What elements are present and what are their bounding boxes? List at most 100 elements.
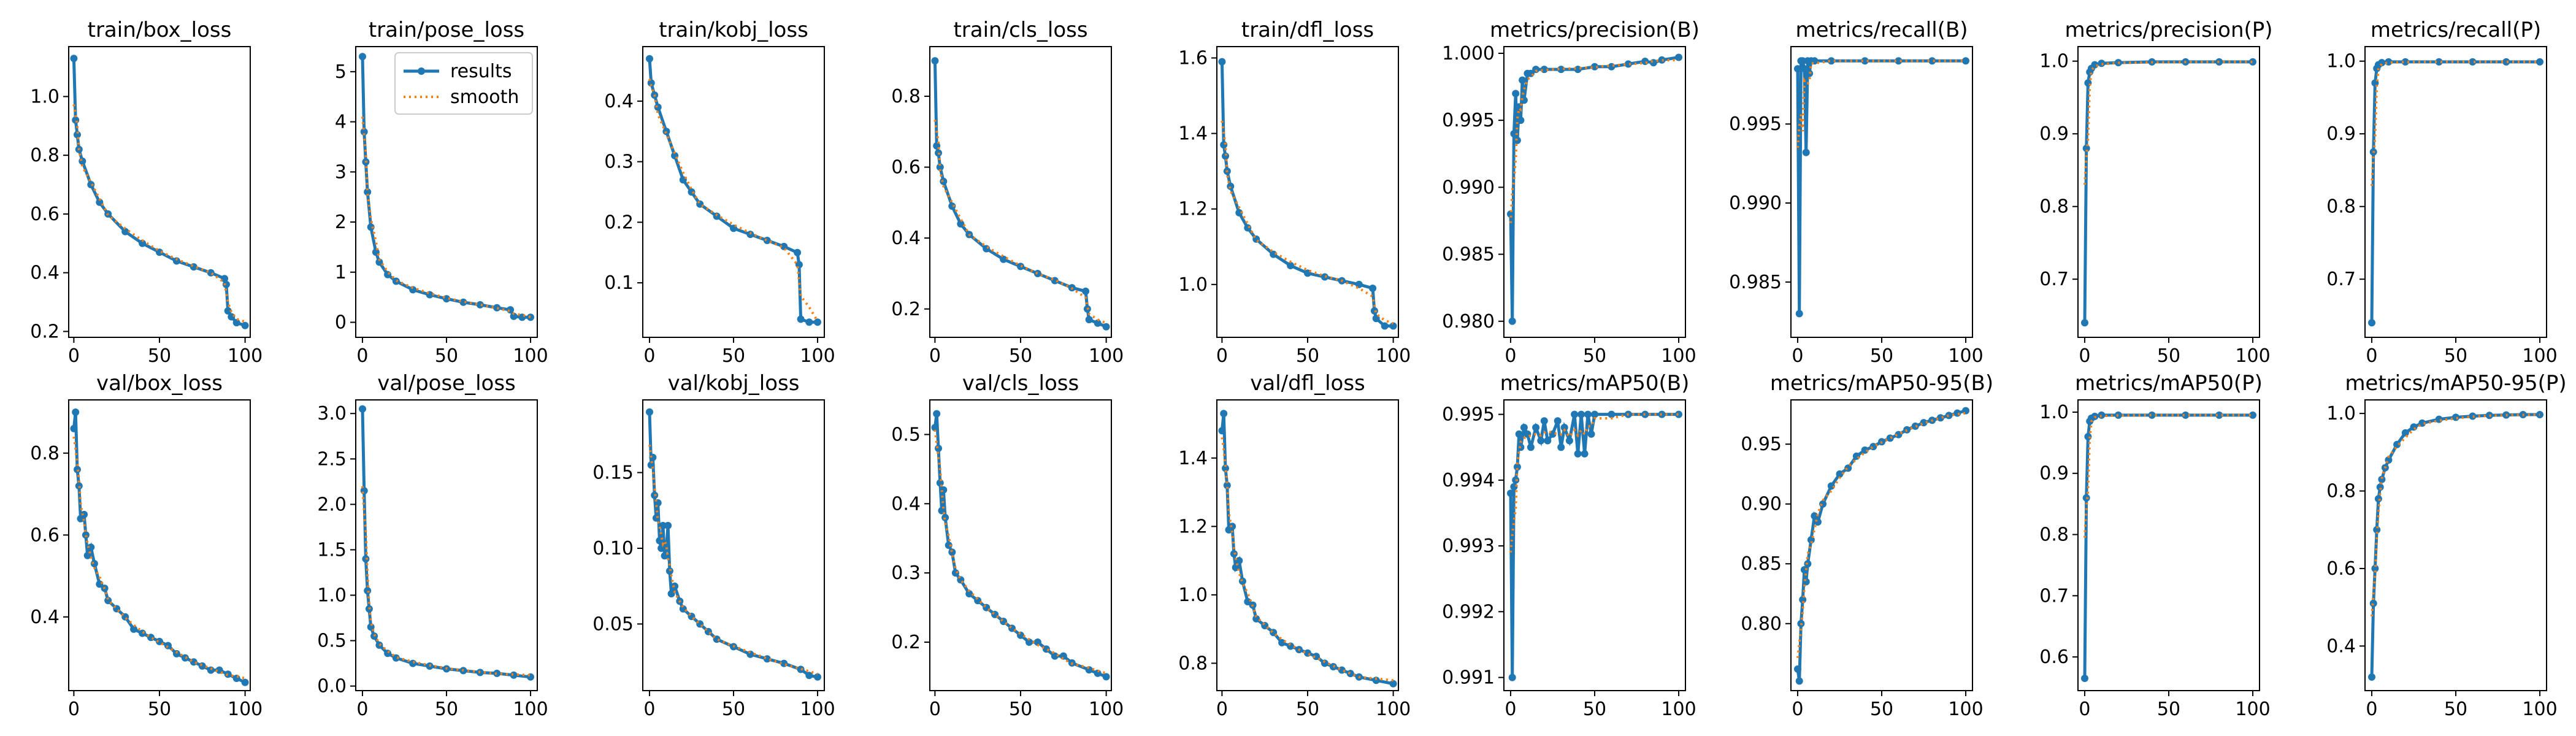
- results-point: [72, 408, 80, 416]
- results-point: [2418, 419, 2426, 427]
- results-point: [688, 188, 696, 196]
- results-point: [1222, 464, 1229, 472]
- x-tick-label: 0: [356, 345, 368, 367]
- results-point: [241, 321, 249, 329]
- x-tick-label: 50: [1009, 345, 1032, 367]
- results-point: [74, 466, 81, 473]
- y-tick-label: 0.4: [891, 228, 921, 249]
- y-tick-label: 0.8: [891, 86, 921, 107]
- subplot-title: metrics/mAP50-95(P): [2345, 371, 2566, 396]
- y-tick-label: 0.8: [2039, 196, 2069, 218]
- results-point: [649, 453, 657, 461]
- results-point: [1515, 430, 1523, 438]
- subplot-val-pose-loss: val/pose_loss 0 50 100 0.0 0.5 1.0 1.5 2.0 2.5 3.0: [317, 371, 548, 720]
- results-point: [1577, 410, 1585, 418]
- x-tick-label: 100: [513, 699, 548, 720]
- smooth-line: [1221, 437, 1393, 682]
- results-point: [1574, 450, 1582, 458]
- results-point: [951, 569, 959, 577]
- results-point: [1270, 250, 1278, 258]
- results-point: [1795, 677, 1803, 685]
- results-line: [2083, 413, 2253, 679]
- results-point: [104, 597, 112, 605]
- y-tick-label: 1.0: [30, 86, 59, 107]
- results-point: [1945, 412, 1953, 420]
- subplot-train-kobj-loss: train/kobj_loss 0 50 100 0.1 0.2 0.3 0.4: [604, 18, 835, 367]
- x-tick-label: 100: [1089, 699, 1124, 720]
- results-point: [222, 280, 230, 288]
- results-point: [1235, 557, 1243, 565]
- results-point: [945, 542, 953, 549]
- results-point: [1094, 669, 1102, 677]
- results-line: [72, 58, 246, 328]
- results-point: [1928, 57, 1936, 65]
- results-line: [2370, 413, 2540, 677]
- results-point: [1227, 182, 1235, 190]
- smooth-line: [1221, 120, 1394, 325]
- results-point: [75, 482, 83, 490]
- results-point: [74, 131, 81, 139]
- results-point: [1591, 410, 1598, 418]
- y-tick-label: 0.6: [30, 524, 59, 546]
- results-point: [1911, 422, 1919, 430]
- x-tick-label: 100: [1376, 345, 1411, 367]
- results-point: [384, 270, 392, 278]
- x-tick-label: 0: [68, 699, 80, 720]
- subplot-title: metrics/precision(B): [1490, 18, 1700, 42]
- y-tick-label: 1.2: [1178, 199, 1208, 220]
- results-point: [1852, 452, 1860, 460]
- subplot-title: val/pose_loss: [377, 371, 516, 396]
- results-line: [1509, 413, 1679, 678]
- results-point: [392, 654, 400, 662]
- subplot-metrics-recall-b-: metrics/recall(B) 0 50 100 0.985 0.990 0.995: [1729, 18, 1984, 367]
- results-line: [2083, 60, 2253, 323]
- y-tick-label: 0.9: [2039, 463, 2069, 485]
- x-tick-label: 50: [1870, 345, 1893, 367]
- subplot-title: train/kobj_loss: [659, 18, 808, 42]
- results-point: [1507, 489, 1514, 497]
- results-point: [80, 510, 88, 518]
- y-tick-label: 1.4: [1178, 123, 1208, 145]
- subplot-title: val/box_loss: [96, 371, 223, 396]
- y-tick-label: 0.6: [891, 157, 921, 178]
- results-point: [1799, 57, 1807, 65]
- results-point: [794, 248, 802, 256]
- results-point: [221, 275, 229, 283]
- results-point: [1218, 58, 1226, 66]
- subplot-title: metrics/mAP50(P): [2075, 371, 2263, 396]
- x-tick-label: 0: [1505, 699, 1516, 720]
- results-point: [2401, 429, 2409, 437]
- y-tick-label: 0.980: [1442, 311, 1495, 332]
- x-tick-label: 50: [1583, 699, 1606, 720]
- y-tick-label: 3: [335, 161, 347, 183]
- results-point: [2148, 411, 2156, 419]
- results-point: [2393, 440, 2401, 448]
- y-tick-label: 0.2: [30, 321, 59, 342]
- legend: results smooth: [394, 52, 533, 115]
- x-tick-label: 50: [2444, 699, 2467, 720]
- results-point: [659, 521, 667, 529]
- y-tick-label: 5: [335, 61, 347, 83]
- subplot-val-box-loss: val/box_loss 0 50 100 0.4 0.6 0.8: [30, 371, 263, 720]
- results-point: [1861, 446, 1869, 454]
- results-point: [156, 637, 163, 645]
- results-point: [1800, 566, 1808, 573]
- results-point: [2249, 411, 2256, 419]
- results-point: [1346, 670, 1354, 678]
- x-tick-label: 50: [1583, 345, 1606, 367]
- results-point: [375, 258, 383, 266]
- axes-frame: [2364, 399, 2547, 691]
- legend-smooth-label: smooth: [450, 86, 519, 108]
- results-point: [364, 587, 372, 595]
- results-point: [1000, 255, 1008, 263]
- results-point: [2536, 411, 2543, 418]
- results-point: [1649, 59, 1657, 67]
- subplot-title: metrics/precision(P): [2064, 18, 2272, 42]
- results-point: [1223, 481, 1231, 489]
- smooth-line: [2083, 60, 2253, 185]
- x-tick-label: 50: [1009, 699, 1032, 720]
- x-tick-label: 0: [356, 699, 368, 720]
- subplot-metrics-recall-p-: metrics/recall(P) 0 50 100 0.7 0.8 0.9 1.0: [2326, 18, 2557, 367]
- results-point: [1389, 322, 1397, 330]
- results-point: [1238, 577, 1246, 585]
